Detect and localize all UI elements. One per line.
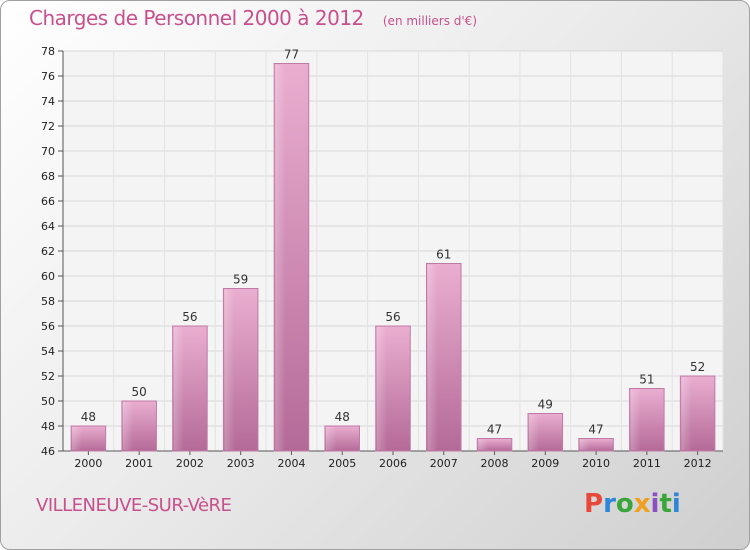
value-label-2011: 51 [639,373,654,387]
x-tick-label-2002: 2002 [176,457,204,470]
x-tick-label-2011: 2011 [633,457,661,470]
bar-highlight [122,402,134,450]
value-label-2010: 47 [588,423,603,437]
bar-highlight [376,327,388,450]
y-tick-label: 62 [41,245,55,258]
city-name: VILLENEUVE-SUR-VèRE [36,495,232,516]
y-tick-label: 76 [41,70,55,83]
chart-subtitle: (en milliers d'€) [382,14,477,28]
value-label-2007: 61 [436,248,451,262]
x-tick-label-2000: 2000 [74,457,102,470]
y-tick-label: 46 [41,445,55,458]
y-tick-label: 74 [41,95,55,108]
value-label-2012: 52 [690,360,705,374]
bar-highlight [173,327,185,450]
y-tick-label: 72 [41,120,55,133]
x-tick-label-2003: 2003 [227,457,255,470]
y-tick-label: 58 [41,295,55,308]
y-tick-label: 64 [41,220,55,233]
value-label-2000: 48 [81,410,96,424]
bars [70,63,716,452]
y-tick-label: 68 [41,170,55,183]
x-tick-label-2008: 2008 [481,457,509,470]
bar-highlight [529,414,540,450]
x-tick-label-2010: 2010 [582,457,610,470]
x-tick-label-2004: 2004 [277,457,305,470]
y-tick-label: 52 [41,370,55,383]
y-tick-label: 50 [41,395,55,408]
y-tick-label: 48 [41,420,55,433]
bar-highlight [478,439,489,450]
title-row: Charges de Personnel 2000 à 2012 (en mil… [29,6,477,30]
value-label-2009: 49 [538,398,553,412]
proxiti-logo[interactable]: Proxiti [584,489,681,519]
x-tick-label-2001: 2001 [125,457,153,470]
y-tick-label: 78 [41,45,55,58]
value-label-2006: 56 [385,310,400,324]
bar-highlight [579,439,591,450]
x-tick-label-2012: 2012 [684,457,712,470]
x-tick-label-2006: 2006 [379,457,407,470]
bar-highlight [275,64,286,450]
value-label-2005: 48 [335,410,350,424]
y-tick-label: 70 [41,145,55,158]
value-label-2002: 56 [182,310,197,324]
y-tick-label: 54 [41,345,55,358]
y-tick-label: 66 [41,195,55,208]
bar-highlight [224,289,235,450]
value-label-2004: 77 [284,48,299,62]
bar-highlight [427,264,438,450]
bar-highlight [72,427,83,450]
x-tick-label-2005: 2005 [328,457,356,470]
bar-highlight [630,389,641,450]
y-tick-label: 56 [41,320,55,333]
y-tick-label: 60 [41,270,55,283]
value-label-2008: 47 [487,423,502,437]
x-tick-label-2007: 2007 [430,457,458,470]
labels: 46 48 50 52 54 56 58 60 62 64 66 68 70 72 74 76 78 48 2000… [41,45,712,470]
bar-highlight [681,377,692,450]
x-tick-label-2009: 2009 [531,457,559,470]
bar-highlight [325,427,337,450]
value-label-2001: 50 [132,385,147,399]
value-label-2003: 59 [233,273,248,287]
chart-title: Charges de Personnel 2000 à 2012 [29,6,364,30]
